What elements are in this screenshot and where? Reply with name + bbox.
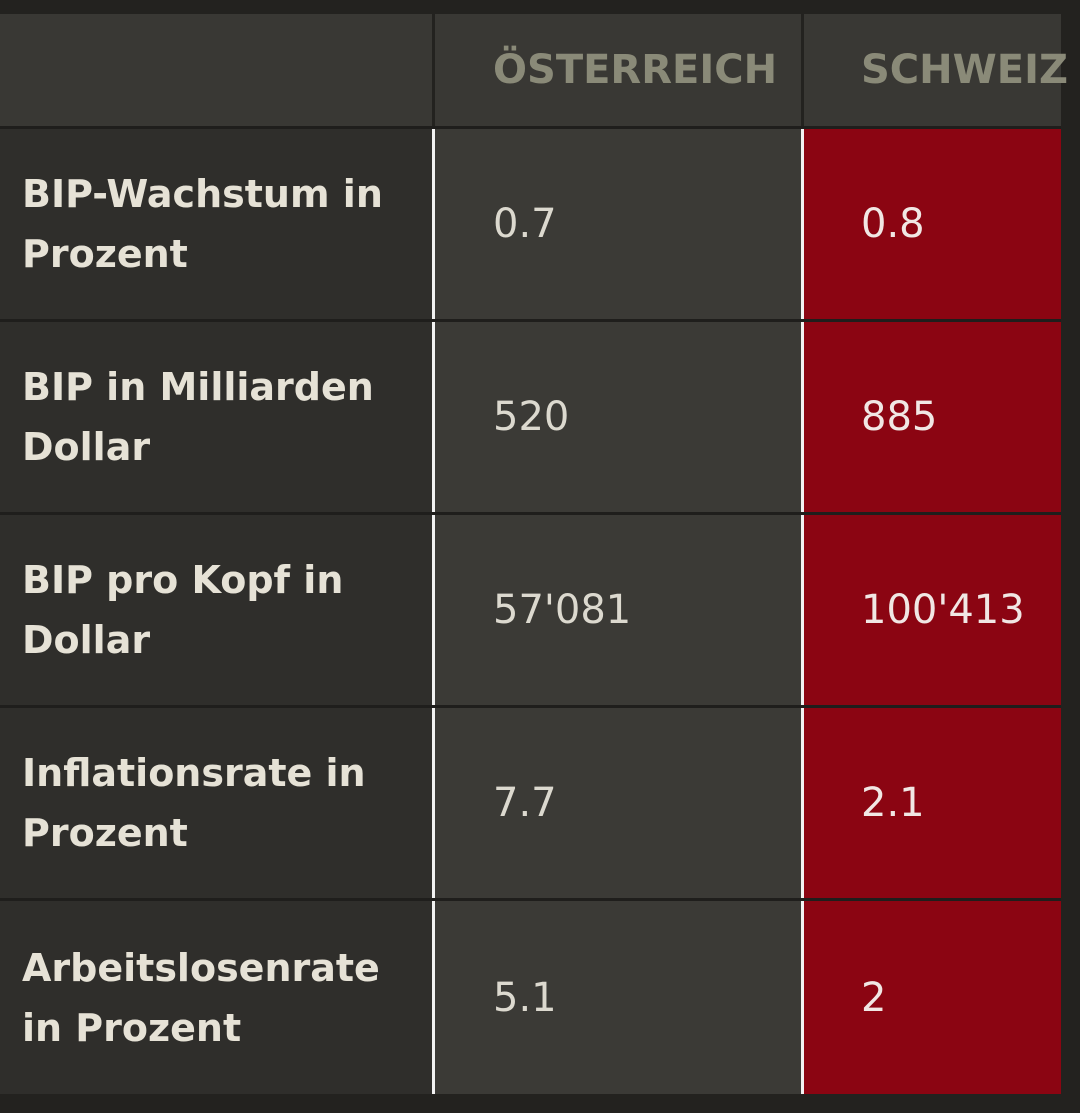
table-row: BIP pro Kopf in Dollar 57'081 100'413 xyxy=(0,515,1061,708)
header-empty-cell xyxy=(0,14,432,126)
table-row: Inflationsrate in Prozent 7.7 2.1 xyxy=(0,708,1061,901)
table-header-row: ÖSTERREICH SCHWEIZ xyxy=(0,14,1068,129)
value-schweiz: 2.1 xyxy=(801,708,1061,898)
header-schweiz: SCHWEIZ xyxy=(801,14,1068,126)
row-label: Inflationsrate in Prozent xyxy=(0,708,432,898)
value-oesterreich: 520 xyxy=(432,322,801,512)
row-label: BIP pro Kopf in Dollar xyxy=(0,515,432,705)
header-oesterreich: ÖSTERREICH xyxy=(432,14,801,126)
value-schweiz: 885 xyxy=(801,322,1061,512)
value-oesterreich: 7.7 xyxy=(432,708,801,898)
table-row: BIP-Wachstum in Prozent 0.7 0.8 xyxy=(0,129,1061,322)
row-label: BIP-Wachstum in Prozent xyxy=(0,129,432,319)
table-row: BIP in Milliarden Dollar 520 885 xyxy=(0,322,1061,515)
table-row: Arbeitslosenrate in Prozent 5.1 2 xyxy=(0,901,1061,1094)
value-schweiz: 100'413 xyxy=(801,515,1061,705)
value-oesterreich: 5.1 xyxy=(432,901,801,1094)
row-label: BIP in Milliarden Dollar xyxy=(0,322,432,512)
value-schweiz: 2 xyxy=(801,901,1061,1094)
row-label: Arbeitslosenrate in Prozent xyxy=(0,901,432,1094)
comparison-table: ÖSTERREICH SCHWEIZ BIP-Wachstum in Proze… xyxy=(0,14,1068,1094)
value-schweiz: 0.8 xyxy=(801,129,1061,319)
value-oesterreich: 57'081 xyxy=(432,515,801,705)
value-oesterreich: 0.7 xyxy=(432,129,801,319)
